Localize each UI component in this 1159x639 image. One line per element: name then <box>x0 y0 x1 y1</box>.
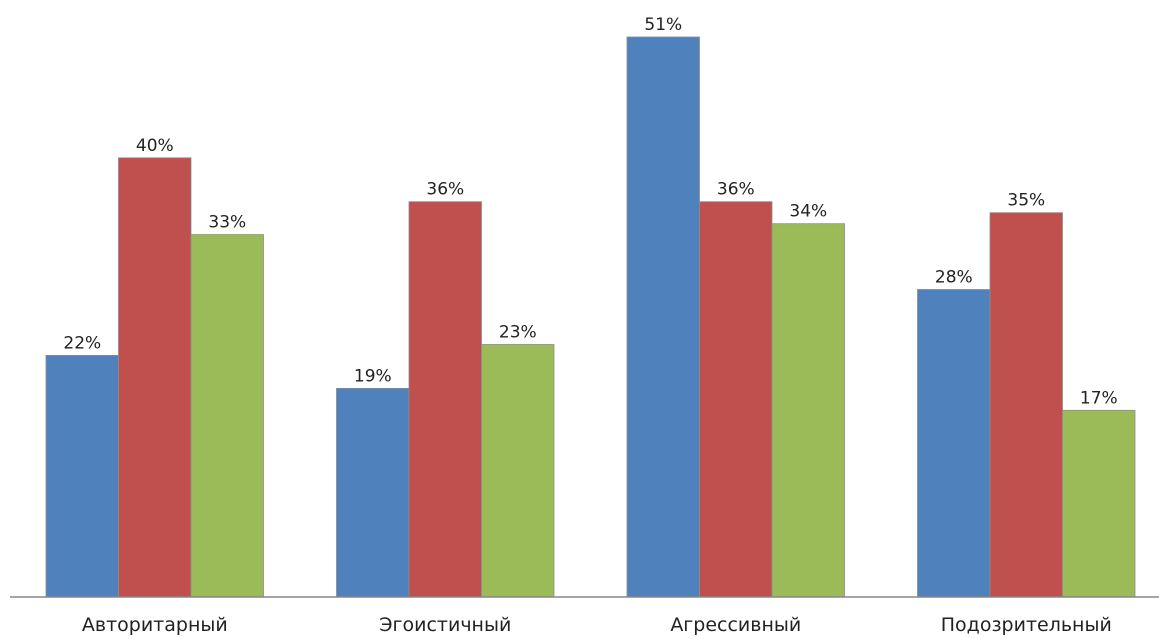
data-labels-layer: 22% 40% 33% 19% 36% 23% 51% 36% 34% 28% 35% 17% <box>63 15 1117 408</box>
bar-b-4 <box>989 212 1063 598</box>
data-label-b-3: 36% <box>717 180 755 200</box>
category-label-3: Агрессивный <box>670 614 801 636</box>
data-label-a-3: 51% <box>644 15 682 35</box>
category-label-4: Подозрительный <box>941 614 1112 636</box>
data-label-c-3: 34% <box>789 202 827 222</box>
bar-a-1 <box>45 354 119 598</box>
data-label-a-4: 28% <box>935 268 973 288</box>
data-label-c-1: 33% <box>208 213 246 233</box>
category-label-2: Эгоистичный <box>379 614 511 636</box>
data-label-a-1: 22% <box>63 333 101 353</box>
data-label-a-2: 19% <box>354 366 392 386</box>
bar-b-3 <box>699 201 773 598</box>
data-label-c-2: 23% <box>499 323 537 343</box>
bar-b-2 <box>408 201 482 598</box>
category-label-1: Авторитарный <box>82 614 228 636</box>
bar-a-2 <box>336 387 410 598</box>
category-labels-layer: Авторитарный Эгоистичный Агрессивный Подозр… <box>82 614 1112 636</box>
data-label-b-2: 36% <box>426 180 464 200</box>
bar-c-1 <box>190 234 264 598</box>
bars-layer <box>45 36 1136 598</box>
data-label-b-1: 40% <box>136 136 174 156</box>
bar-a-4 <box>917 289 991 598</box>
bar-c-4 <box>1062 409 1136 598</box>
bar-a-3 <box>626 36 700 598</box>
bar-b-1 <box>118 157 192 598</box>
bar-c-2 <box>481 344 555 598</box>
bar-c-3 <box>771 223 845 598</box>
data-label-c-4: 17% <box>1080 388 1118 408</box>
data-label-b-4: 35% <box>1007 191 1045 211</box>
